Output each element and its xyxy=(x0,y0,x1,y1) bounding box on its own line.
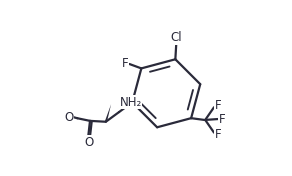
Text: F: F xyxy=(215,128,221,141)
Text: O: O xyxy=(65,111,74,124)
Text: O: O xyxy=(84,136,93,149)
Polygon shape xyxy=(105,104,111,122)
Text: F: F xyxy=(122,57,129,70)
Text: NH₂: NH₂ xyxy=(119,96,142,109)
Text: F: F xyxy=(218,112,225,125)
Text: Cl: Cl xyxy=(171,31,182,44)
Text: F: F xyxy=(215,99,221,112)
